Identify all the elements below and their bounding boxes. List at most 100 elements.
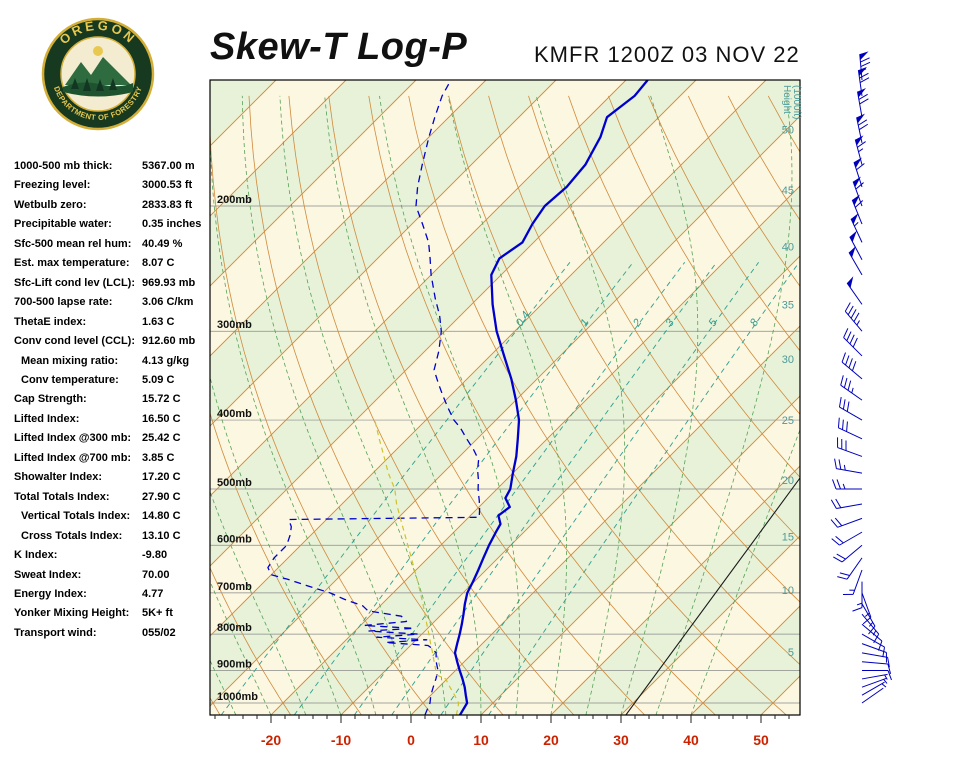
stat-row: Sfc-500 mean rel hum: 40.49 % (14, 235, 212, 254)
stat-row: Sfc-Lift cond lev (LCL): 969.93 mb (14, 274, 212, 293)
wind-barb (856, 113, 869, 143)
temp-tick-label: 30 (613, 732, 629, 748)
pressure-label: 900mb (217, 658, 252, 670)
stat-value: 3.06 C/km (142, 296, 194, 309)
moist-adiabat-lines (210, 95, 800, 715)
temp-tick-label: 10 (473, 732, 489, 748)
stat-row: Cross Totals Index: 13.10 C (14, 527, 212, 546)
station-id: KMFR 1200Z 03 NOV 22 (534, 42, 800, 67)
wind-barb (856, 88, 869, 118)
wind-barb (849, 230, 863, 260)
wind-barb (852, 176, 864, 207)
wind-barb (859, 51, 871, 81)
wind-barb (844, 302, 863, 332)
pressure-label: 400mb (217, 408, 252, 420)
wind-barb (861, 643, 887, 663)
wind-barb (861, 623, 883, 651)
wind-barbs-layer (830, 51, 892, 704)
stat-row: Freezing level: 3000.53 ft (14, 176, 212, 195)
stat-row: Conv cond level (CCL): 912.60 mb (14, 332, 212, 351)
stat-value: 3.85 C (142, 451, 175, 464)
logo-mountains-icon (65, 57, 131, 85)
isotherm-lines (210, 80, 800, 715)
wind-barb (833, 544, 863, 563)
stat-label: Transport wind: (14, 626, 97, 639)
stat-label: Precipitable water: (14, 218, 112, 231)
pressure-label: 1000mb (217, 691, 258, 703)
temp-tick-label: 50 (753, 732, 769, 748)
stat-value: 27.90 C (142, 490, 181, 503)
pressure-label: 500mb (217, 477, 252, 489)
temp-tick-label: 20 (543, 732, 559, 748)
stat-label: Showalter Index: (14, 471, 103, 484)
height-axis-title: (1000ft) (791, 85, 802, 119)
stat-value: 912.60 mb (142, 335, 196, 348)
height-tick-label: 10 (782, 585, 794, 597)
wind-barb (846, 276, 863, 305)
pressure-label: 300mb (217, 319, 252, 331)
stat-label: Freezing level: (14, 179, 91, 192)
temp-tick-label: -20 (261, 732, 281, 748)
stat-label: Sfc-500 mean rel hum: (14, 237, 132, 250)
stat-row: Precipitable water: 0.35 inches (14, 215, 212, 234)
stat-label: 700-500 lapse rate: (14, 296, 113, 309)
height-tick-label: 30 (782, 354, 794, 366)
stat-row: Energy Index: 4.77 (14, 585, 212, 604)
stat-value: 70.00 (142, 568, 170, 581)
stat-value: 5K+ ft (142, 607, 173, 620)
wind-barb (837, 437, 863, 457)
stat-label: Cross Totals Index: (21, 529, 123, 542)
height-tick-label: 15 (782, 531, 794, 543)
wind-barb (861, 603, 876, 635)
height-tick-label: 45 (782, 185, 794, 197)
stat-row: Est. max temperature: 8.07 C (14, 254, 212, 273)
pressure-label: 700mb (217, 581, 252, 593)
wind-barb (852, 581, 863, 612)
wind-barb (830, 517, 863, 528)
wind-barb (832, 479, 862, 490)
stat-value: 8.07 C (142, 257, 175, 270)
pressure-label: 800mb (217, 622, 252, 634)
stat-row: Sweat Index: 70.00 (14, 566, 212, 585)
stat-row: Total Totals Index: 27.90 C (14, 488, 212, 507)
height-tick-label: 25 (782, 415, 794, 427)
logo-trees-icon (71, 78, 117, 91)
wind-barb (837, 417, 863, 440)
stat-value: 14.80 C (142, 510, 181, 523)
stat-label: Sweat Index: (14, 568, 82, 581)
stat-row: Lifted Index @700 mb: 3.85 C (14, 449, 212, 468)
pressure-label: 200mb (217, 194, 252, 206)
wind-barb (861, 673, 888, 680)
stat-label: Conv cond level (CCL): (14, 335, 136, 348)
stat-row: Cap Strength: 15.72 C (14, 390, 212, 409)
temp-tick-label: 0 (407, 732, 415, 748)
stat-value: 40.49 % (142, 237, 183, 250)
stat-row: Showalter Index: 17.20 C (14, 468, 212, 487)
stat-row: Vertical Totals Index: 14.80 C (14, 507, 212, 526)
pressure-label: 600mb (217, 533, 252, 545)
stat-value: 055/02 (142, 626, 176, 639)
height-tick-label: 20 (782, 475, 794, 487)
wind-barb (837, 557, 863, 580)
wind-barb (848, 246, 863, 276)
wind-barb (861, 613, 880, 644)
wind-barb (830, 498, 863, 510)
wind-barb (853, 157, 865, 188)
temperature-curve (453, 80, 649, 715)
stat-label: Lifted Index: (14, 412, 80, 425)
height-axis-title: Height (781, 85, 792, 114)
stat-label: Vertical Totals Index: (21, 510, 131, 523)
wind-barb (850, 213, 863, 243)
wind-barb (840, 375, 863, 401)
temp-tick-label: 40 (683, 732, 699, 748)
wind-barb (857, 66, 870, 96)
stat-value: -9.80 (142, 549, 168, 562)
stat-row: 700-500 lapse rate: 3.06 C/km (14, 293, 212, 312)
mixing-ratio-label: 1 (578, 317, 591, 329)
stat-label: Cap Strength: (14, 393, 87, 406)
stat-label: Yonker Mixing Height: (14, 607, 130, 620)
stat-value: 5.09 C (142, 373, 175, 386)
odf-logo: OREGON DEPARTMENT OF FORESTRY (41, 17, 155, 136)
stat-row: ThetaE index: 1.63 C (14, 313, 212, 332)
